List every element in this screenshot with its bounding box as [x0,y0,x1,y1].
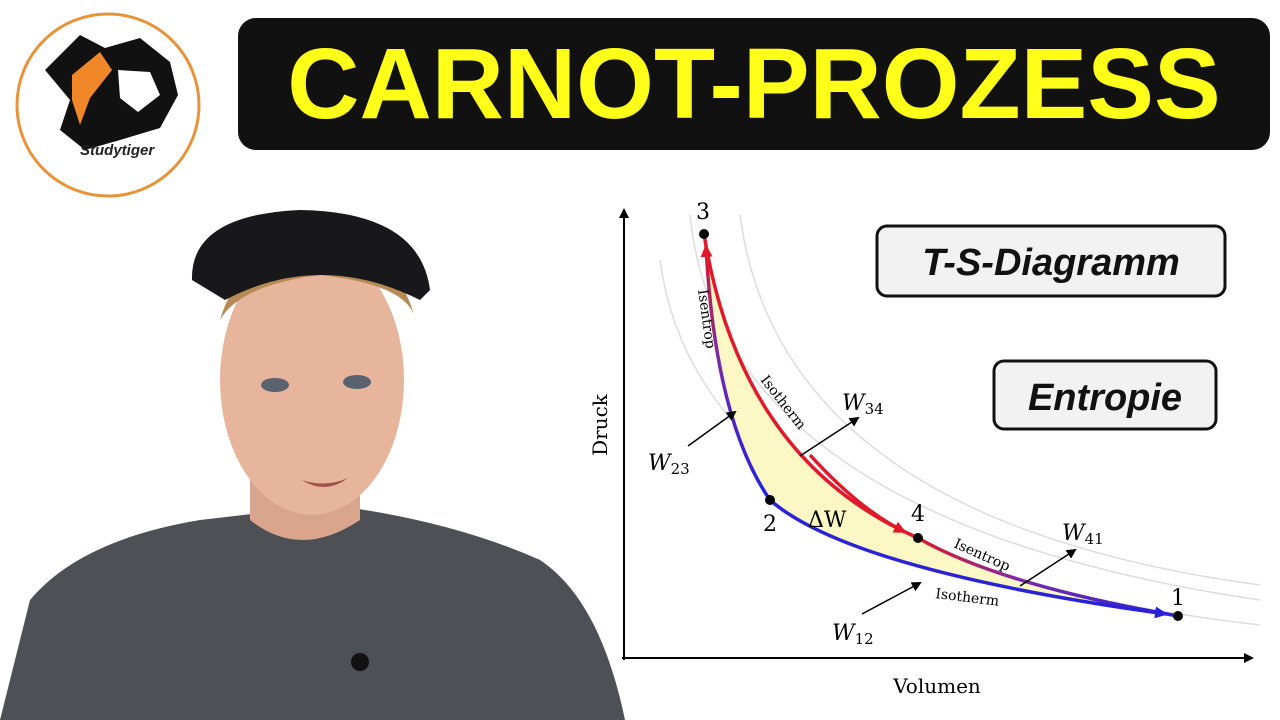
work-label: W41 [1062,521,1104,548]
process-label: Isotherm [935,586,1001,610]
isotherm-1-2 [768,498,1168,619]
work-subscript: 41 [1085,530,1104,548]
logo-tiger [45,35,178,150]
badge-box [875,224,1227,298]
state-point [913,533,923,543]
flow-arrow [808,453,907,534]
net-work-label: ΔW [808,508,847,533]
badge: Entropie [1028,377,1182,419]
eye [343,375,371,389]
work-label: W12 [832,621,874,648]
state-point [765,495,775,505]
point-label: 3 [696,200,710,225]
work-subscript: 23 [671,460,690,478]
state-point [699,229,709,239]
work-symbol: W [1062,521,1087,546]
point-label: 4 [911,502,925,527]
title-box [238,18,1270,150]
guide-line [739,214,1261,586]
point-label: 2 [763,512,777,537]
presenter [0,210,625,720]
work-label: W34 [842,391,884,418]
work-arrow [687,410,737,447]
state-point [1173,611,1183,621]
logo-stripe [72,52,112,125]
eye [261,378,289,392]
work-arrow [1019,548,1077,587]
point-label: 1 [1171,586,1185,611]
mouth [302,478,348,488]
work-arrow [799,416,860,457]
work-symbol: W [832,621,857,646]
work-subscript: 34 [865,400,884,418]
logo[interactable]: Studytiger [15,12,201,198]
microphone [351,653,369,671]
x-axis-label: Volumen [892,674,981,698]
logo-face [118,70,160,112]
badge-box [992,359,1218,431]
work-symbol: W [648,451,673,476]
cap [191,210,430,300]
shirt [0,505,625,720]
face [220,245,404,515]
badge: T-S-Diagramm [922,242,1180,284]
title: CARNOT-PROZESS [287,28,1220,140]
net-work-area [704,234,1178,616]
logo-text: Studytiger [80,142,155,159]
work-arrow [861,582,922,615]
work-label: W23 [648,451,690,478]
y-axis-label: Druck [588,393,612,456]
isentrop-2-3 [700,244,772,501]
work-subscript: 12 [855,630,874,648]
work-symbol: W [842,391,867,416]
